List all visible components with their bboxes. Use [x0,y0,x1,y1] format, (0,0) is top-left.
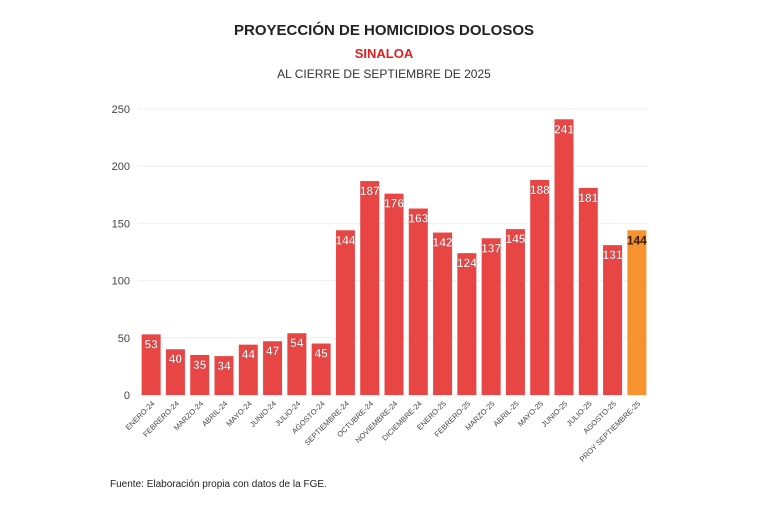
y-tick-label: 0 [124,390,130,402]
y-tick-label: 200 [112,161,130,173]
data-label: 187 [360,184,380,198]
x-tick-label: ABRIL-24 [200,399,229,428]
x-tick-label: NOVIEMBRE-24 [354,399,400,445]
bar [505,229,525,395]
data-label: 124 [457,256,477,270]
bar [263,341,283,395]
data-label: 163 [408,212,428,226]
bar [287,333,307,395]
chart-subtitle: SINALOA [354,46,414,61]
bar [311,343,331,395]
y-tick-label: 100 [112,276,130,288]
y-tick-label: 150 [112,218,130,230]
data-label: 54 [290,336,304,350]
bar [214,356,234,395]
data-label: 47 [266,344,280,358]
data-label: 44 [242,348,256,362]
bar [627,230,647,395]
bar [578,187,598,395]
chart-title: PROYECCIÓN DE HOMICIDIOS DOLOSOS [233,22,535,39]
data-label: 53 [144,337,158,351]
data-label: 145 [505,232,525,246]
y-tick-label: 250 [112,104,130,116]
data-label: 144 [627,233,647,247]
x-tick-label: ABRIL-25 [491,399,520,428]
data-label: 137 [481,241,501,255]
data-label: 131 [603,248,623,262]
bar [457,253,477,395]
x-tick-label: JUNIO-25 [539,399,569,429]
bar [481,238,501,395]
data-label: 35 [193,358,207,372]
x-tick-label: JUNIO-24 [248,399,278,429]
source-note: Fuente: Elaboración propia con datos de … [110,479,327,490]
data-label: 188 [530,183,550,197]
bar [554,119,574,396]
bar [408,208,428,395]
bar [190,354,210,395]
data-label: 241 [554,122,574,136]
bar [238,344,258,395]
data-label: 40 [169,352,183,366]
chart-subtitle-date: AL CIERRE DE SEPTIEMBRE DE 2025 [277,67,491,81]
bar [433,232,453,395]
bar [141,334,161,395]
y-tick-label: 50 [118,333,130,345]
bar [335,230,355,395]
data-label: 142 [433,236,453,250]
bar [603,245,623,395]
data-label: 45 [314,347,328,361]
bar [360,181,380,395]
bar [165,349,185,395]
bar [384,193,404,395]
data-label: 176 [384,197,404,211]
data-label: 34 [217,359,231,373]
data-label: 144 [335,233,355,247]
data-label: 181 [578,191,598,205]
bar [530,179,550,395]
